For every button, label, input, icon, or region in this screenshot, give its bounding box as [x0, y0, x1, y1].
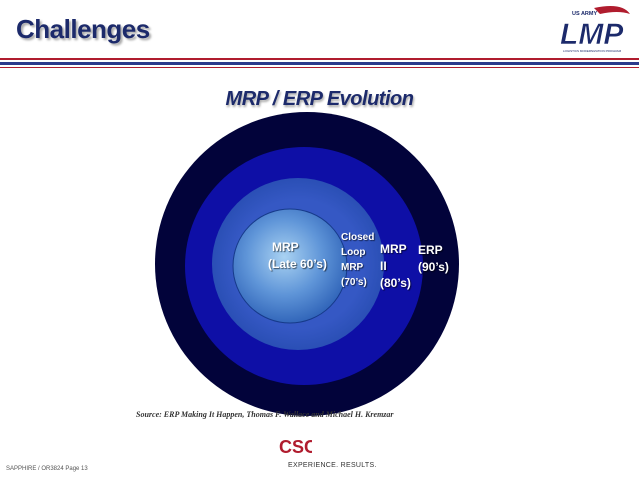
closed-loop-label-line-1: Closed	[341, 232, 374, 243]
mrp-core	[232, 208, 348, 324]
header-rule-bottom	[0, 67, 639, 68]
lmp-logo-sub-text: LOGISTICS MODERNIZATION PROGRAM	[563, 49, 622, 53]
lmp-logo-swoosh	[594, 6, 630, 14]
mrp-label-line-1: MRP	[272, 240, 299, 254]
source-citation: Source: ERP Making It Happen, Thomas F. …	[136, 410, 394, 419]
csc-mark: CSC	[279, 437, 312, 456]
header-rule-top	[0, 58, 639, 60]
mrp-ii-label-line-3: (80’s)	[380, 276, 411, 290]
csc-logo: CSC EXPERIENCE. RESULTS.	[270, 436, 380, 474]
slide-title: Challenges	[16, 14, 150, 44]
mrp-label-line-2: (Late 60’s)	[268, 257, 327, 271]
closed-loop-label-line-2: Loop	[341, 247, 365, 258]
erp-label-line-2: (90’s)	[418, 260, 449, 274]
mrp-ii-label-line-1: MRP	[380, 242, 407, 256]
closed-loop-label-line-3: MRP	[341, 262, 364, 273]
diagram-title: MRP / ERP Evolution	[225, 88, 414, 110]
csc-mark-text: CSC	[279, 437, 312, 456]
lmp-logo-top-text: US ARMY	[572, 11, 597, 17]
mrp-ii-label-line-2: II	[380, 259, 387, 273]
closed-loop-label-line-4: (70’s)	[341, 277, 367, 288]
lmp-logo-mark: LMP	[560, 18, 624, 51]
header-rule-middle	[0, 62, 639, 65]
page-label: SAPPHIRE / OR3824 Page 13	[6, 466, 88, 472]
lmp-logo: US ARMY LMP LOGISTICS MODERNIZATION PROG…	[560, 6, 630, 53]
erp-label-line-1: ERP	[418, 243, 443, 257]
csc-tagline: EXPERIENCE. RESULTS.	[288, 462, 377, 469]
